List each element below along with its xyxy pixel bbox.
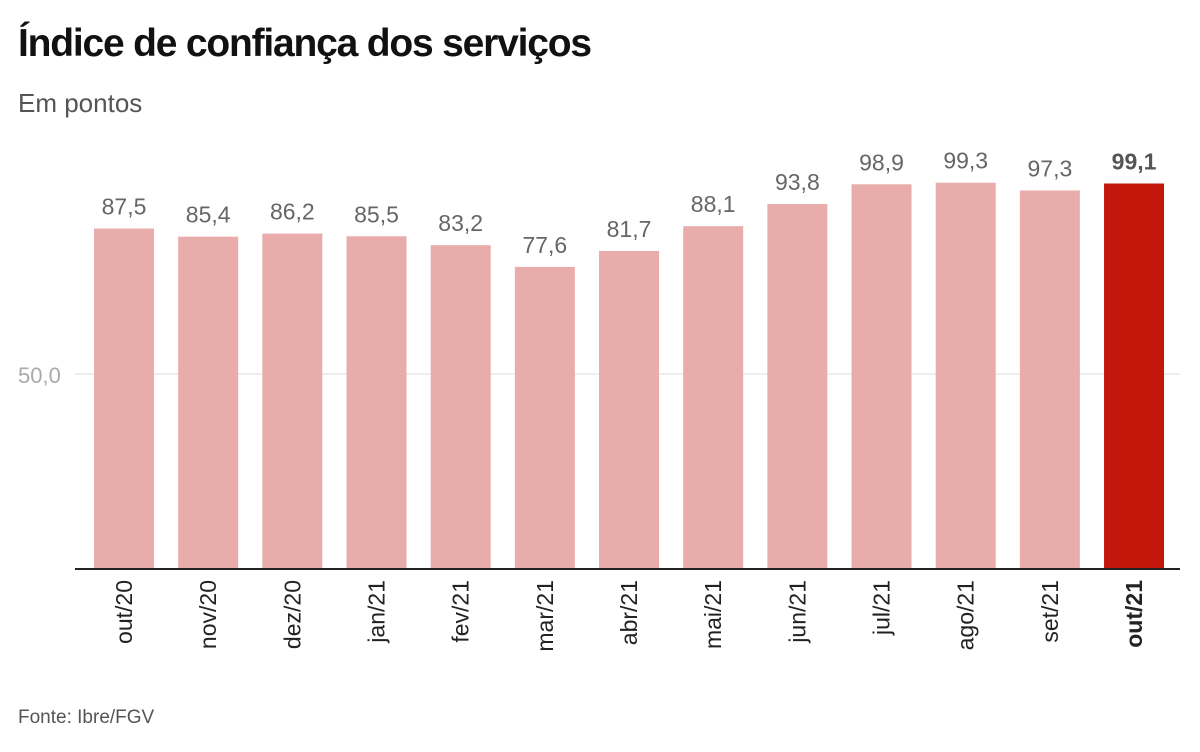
data-label: 87,5: [102, 194, 147, 220]
chart-title: Índice de confiança dos serviços: [18, 22, 592, 65]
data-label: 97,3: [1027, 155, 1072, 181]
bar-mar/21: [514, 266, 575, 568]
data-label: 77,6: [522, 232, 567, 258]
bar-abr/21: [599, 251, 660, 568]
x-tick-label: nov/20: [195, 580, 221, 649]
bar-mai/21: [683, 226, 744, 568]
x-tick-label: jul/21: [869, 580, 895, 636]
chart-subtitle: Em pontos: [18, 88, 143, 118]
data-label: 81,7: [607, 216, 652, 242]
x-tick-label: ago/21: [953, 580, 979, 650]
data-label: 99,3: [943, 148, 988, 174]
x-tick-label: jun/21: [784, 580, 810, 644]
y-tick-label: 50,0: [18, 363, 61, 388]
bar-jan/21: [346, 236, 407, 568]
data-label: 99,1: [1112, 148, 1157, 174]
x-tick-label: mai/21: [700, 580, 726, 649]
bar-jun/21: [767, 204, 828, 568]
data-label: 85,5: [354, 201, 399, 227]
data-label: 88,1: [691, 191, 736, 217]
source-note: Fonte: Ibre/FGV: [18, 707, 155, 728]
x-tick-label: mar/21: [532, 580, 558, 652]
x-tick-label: set/21: [1037, 580, 1063, 643]
bar-out/20: [94, 228, 154, 568]
bar-fev/21: [430, 245, 491, 568]
bar-dez/20: [262, 233, 323, 568]
x-tick-label: out/20: [111, 580, 137, 644]
bar-nov/20: [178, 236, 239, 568]
data-label: 93,8: [775, 169, 820, 195]
data-label: 85,4: [186, 202, 231, 228]
x-tick-label: dez/20: [279, 580, 305, 649]
x-tick-label: abr/21: [616, 580, 642, 645]
x-tick-label: jan/21: [364, 580, 390, 644]
bar-ago/21: [935, 182, 996, 568]
x-tick-label: out/21: [1121, 580, 1147, 648]
bar-jul/21: [851, 184, 912, 568]
data-label: 98,9: [859, 149, 904, 175]
data-label: 83,2: [438, 210, 483, 236]
bar-out/21: [1104, 183, 1165, 568]
x-tick-label: fev/21: [448, 580, 474, 643]
data-label: 86,2: [270, 199, 315, 225]
bar-set/21: [1019, 190, 1080, 568]
